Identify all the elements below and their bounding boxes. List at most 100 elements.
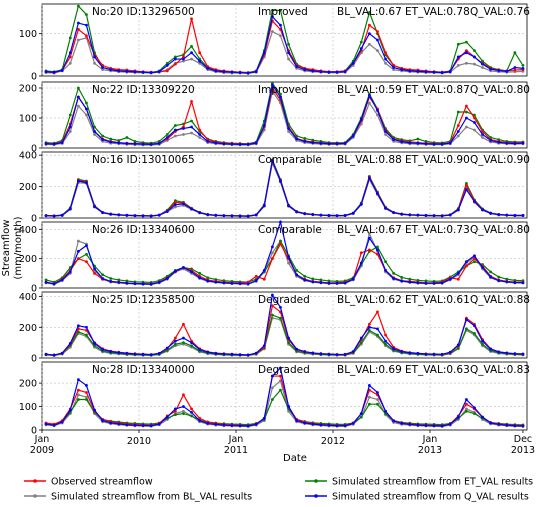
data-point xyxy=(133,140,137,143)
legend-item: Simulated streamflow from Q_VAL results xyxy=(305,492,529,503)
data-point xyxy=(198,51,202,55)
data-point xyxy=(182,57,185,61)
data-point xyxy=(190,341,193,345)
data-point xyxy=(198,348,202,351)
data-point xyxy=(295,273,299,277)
y-tick-label: 0 xyxy=(31,144,37,155)
data-point xyxy=(481,339,484,343)
data-point xyxy=(270,374,274,378)
data-point xyxy=(141,282,145,286)
data-point xyxy=(367,23,371,27)
y-tick-label: 100 xyxy=(19,29,37,40)
panel-metric: Q_VAL:0.80 xyxy=(470,84,530,96)
data-point xyxy=(85,398,88,401)
data-point xyxy=(359,202,363,206)
data-point xyxy=(384,206,387,210)
data-point xyxy=(76,28,80,31)
data-point xyxy=(198,133,202,136)
data-point xyxy=(424,142,428,146)
data-point xyxy=(456,415,460,419)
data-point xyxy=(173,269,177,273)
data-point xyxy=(173,57,177,61)
data-point xyxy=(190,51,193,55)
data-point xyxy=(384,260,387,263)
data-point xyxy=(76,393,80,397)
data-point xyxy=(149,353,153,357)
x-tick-label: Dec xyxy=(514,434,532,445)
data-point xyxy=(481,133,484,136)
data-point xyxy=(351,422,355,425)
data-point xyxy=(279,95,282,99)
data-point xyxy=(311,213,315,216)
data-point xyxy=(262,344,266,348)
data-point xyxy=(101,419,105,423)
data-point xyxy=(295,347,299,351)
data-point xyxy=(384,409,387,413)
data-point xyxy=(117,213,121,217)
data-point xyxy=(464,104,468,108)
data-point xyxy=(464,110,468,114)
legend-marker xyxy=(33,494,37,498)
legend-label: Observed streamflow xyxy=(51,477,153,488)
data-point xyxy=(513,214,517,217)
data-point xyxy=(384,133,387,136)
data-point xyxy=(343,352,347,356)
data-point xyxy=(230,281,234,285)
data-point xyxy=(440,352,444,356)
data-point xyxy=(384,57,387,61)
data-point xyxy=(311,277,315,281)
panel-metric: ET_VAL:0.78 xyxy=(405,6,470,18)
data-point xyxy=(489,347,493,351)
data-point xyxy=(448,213,452,217)
data-point xyxy=(319,352,323,356)
data-point xyxy=(173,342,177,346)
data-point xyxy=(85,384,88,387)
data-point xyxy=(464,125,468,129)
data-point xyxy=(327,70,331,74)
panel-metric: ET_VAL:0.73 xyxy=(405,224,470,236)
data-point xyxy=(52,142,56,146)
y-tick-label: 0 xyxy=(31,426,37,437)
data-point xyxy=(416,423,420,427)
data-point xyxy=(262,124,266,127)
data-point xyxy=(52,70,56,74)
data-point xyxy=(76,95,80,99)
data-point xyxy=(287,261,290,265)
panel-metric: Q_VAL:0.88 xyxy=(470,294,530,306)
data-point xyxy=(246,143,250,146)
panel-category: Degraded xyxy=(258,364,310,376)
data-point xyxy=(505,277,509,281)
data-point xyxy=(367,94,371,97)
data-point xyxy=(464,116,468,120)
data-point xyxy=(424,214,428,217)
data-point xyxy=(238,143,242,146)
data-point xyxy=(214,352,218,355)
data-point xyxy=(190,17,193,21)
data-point xyxy=(76,388,80,392)
data-point xyxy=(319,141,323,145)
data-point xyxy=(464,51,468,55)
data-point xyxy=(384,342,387,346)
data-point xyxy=(367,328,371,332)
data-point xyxy=(287,255,290,259)
data-point xyxy=(287,204,290,208)
data-point xyxy=(432,352,436,356)
data-point xyxy=(464,264,468,268)
data-point xyxy=(513,281,517,284)
data-point xyxy=(287,127,290,130)
data-point xyxy=(513,68,517,72)
data-point xyxy=(392,277,396,280)
data-point xyxy=(270,30,274,33)
data-point xyxy=(513,424,517,428)
data-point xyxy=(141,142,145,146)
panel-metric: BL_VAL:0.67 xyxy=(337,224,402,236)
data-point xyxy=(513,352,517,356)
data-point xyxy=(279,388,282,392)
data-point xyxy=(367,322,371,326)
data-point xyxy=(311,351,315,355)
data-point xyxy=(376,245,379,249)
data-point xyxy=(165,69,169,73)
legend-marker xyxy=(33,479,37,483)
data-point xyxy=(206,279,210,283)
data-point xyxy=(246,424,250,428)
